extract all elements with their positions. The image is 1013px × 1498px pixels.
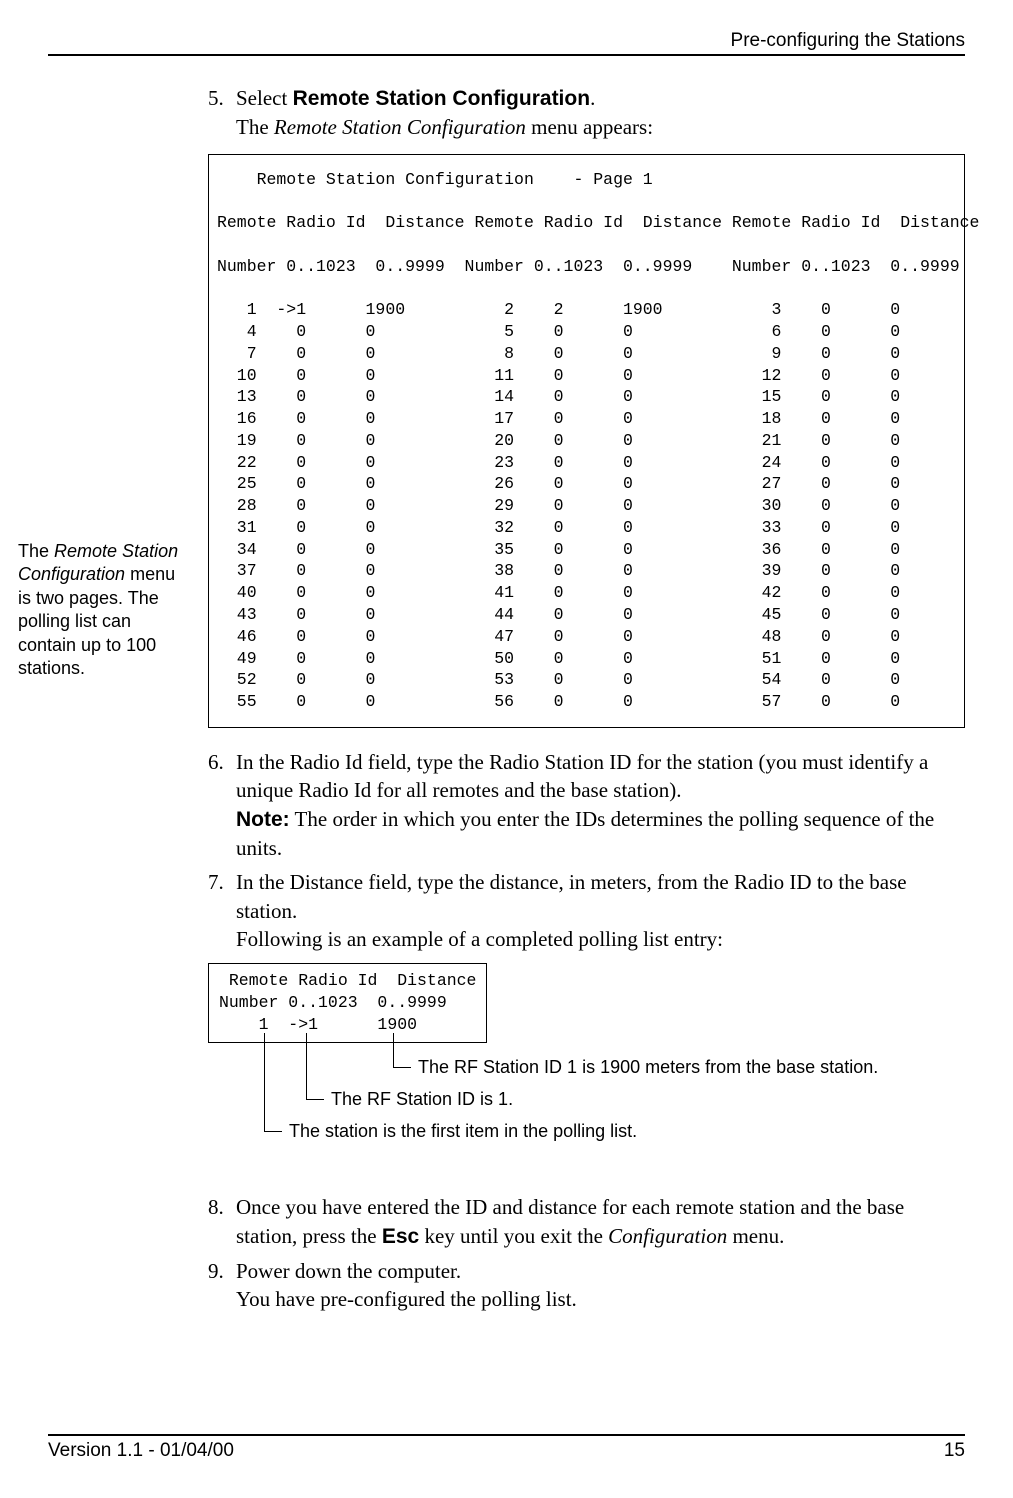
step-6-line1: In the Radio Id field, type the Radio St… <box>236 750 928 802</box>
callout-3: The station is the first item in the pol… <box>289 1121 637 1142</box>
step-6-note-text: The order in which you enter the IDs det… <box>236 807 934 860</box>
step-8-italic: Configuration <box>608 1224 727 1248</box>
step-7-num: 7. <box>208 868 236 953</box>
callout-line-h3 <box>393 1067 411 1068</box>
step-8: 8. Once you have entered the ID and dist… <box>208 1193 965 1251</box>
step-6-note-label: Note: <box>236 808 290 831</box>
step-8-c: menu. <box>727 1224 784 1248</box>
step-7-line1: In the Distance field, type the distance… <box>236 870 907 922</box>
callout-line-h2 <box>306 1099 324 1100</box>
step-8-num: 8. <box>208 1193 236 1251</box>
callout-line-h1 <box>264 1131 282 1132</box>
step-8-esc: Esc <box>382 1225 419 1248</box>
callout-line-v3 <box>393 1033 394 1067</box>
terminal-box: Remote Station Configuration - Page 1 Re… <box>208 154 965 728</box>
step-7: 7. In the Distance field, type the dista… <box>208 868 965 953</box>
step-5: 5. Select Remote Station Configuration. … <box>208 84 965 142</box>
footer: Version 1.1 - 01/04/00 15 <box>48 1426 965 1462</box>
entry-wrapper: Remote Radio Id Distance Number 0..1023 … <box>208 963 965 1153</box>
step-6-num: 6. <box>208 748 236 862</box>
header-section-title: Pre-configuring the Stations <box>48 30 965 52</box>
step-5-tail: . <box>590 86 595 110</box>
margin-note: The Remote Station Configuration menu is… <box>18 540 190 680</box>
step-5-line2-italic: Remote Station Configuration <box>274 115 526 139</box>
step-5-line2a: The <box>236 115 274 139</box>
step-9: 9. Power down the computer. You have pre… <box>208 1257 965 1314</box>
step-9-line1: Power down the computer. <box>236 1259 461 1283</box>
callout-2: The RF Station ID is 1. <box>331 1089 513 1110</box>
header-rule <box>48 54 965 56</box>
step-8-b: key until you exit the <box>419 1224 608 1248</box>
callout-line-v1 <box>264 1033 265 1131</box>
entry-box: Remote Radio Id Distance Number 0..1023 … <box>208 963 487 1042</box>
footer-rule <box>48 1434 965 1436</box>
step-9-num: 9. <box>208 1257 236 1314</box>
step-7-line2: Following is an example of a completed p… <box>236 927 723 951</box>
footer-right: 15 <box>944 1440 965 1462</box>
step-5-lead: Select <box>236 86 293 110</box>
callout-1: The RF Station ID 1 is 1900 meters from … <box>418 1057 878 1078</box>
step-5-line2b: menu appears: <box>526 115 653 139</box>
step-6: 6. In the Radio Id field, type the Radio… <box>208 748 965 862</box>
step-5-num: 5. <box>208 84 236 142</box>
footer-left: Version 1.1 - 01/04/00 <box>48 1440 234 1462</box>
step-5-bold: Remote Station Configuration <box>293 87 591 110</box>
step-9-line2: You have pre-configured the polling list… <box>236 1287 577 1311</box>
callout-line-v2 <box>306 1033 307 1099</box>
